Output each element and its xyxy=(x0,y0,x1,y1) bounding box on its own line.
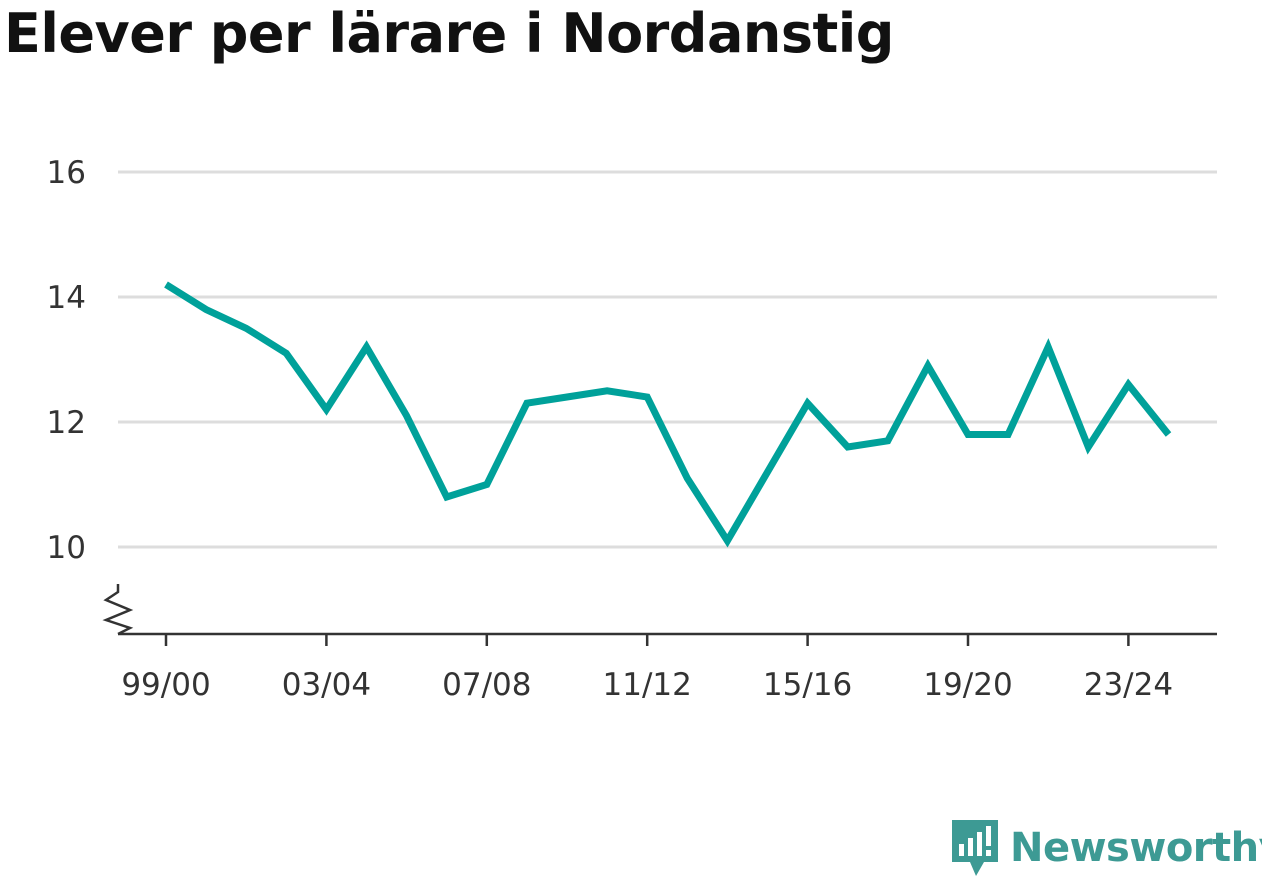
x-axis: 99/00 03/04 07/08 11/12 15/16 19/20 23/24 xyxy=(102,584,1217,703)
gridlines xyxy=(118,170,1217,549)
x-tick-label: 99/00 xyxy=(121,667,210,703)
y-tick-label: 16 xyxy=(47,155,86,191)
chart-title: Elever per lärare i Nordanstig xyxy=(4,2,894,65)
y-tick-label: 14 xyxy=(47,280,86,316)
axis-break-symbol xyxy=(102,584,134,636)
newsworthy-logo: Newsworthy xyxy=(950,818,1262,878)
y-axis-ticks: 10 12 14 16 xyxy=(47,155,86,566)
y-tick-label: 10 xyxy=(47,530,86,566)
x-tick-label: 19/20 xyxy=(923,667,1012,703)
y-tick-label: 12 xyxy=(47,405,86,441)
x-tick-label: 07/08 xyxy=(442,667,531,703)
brand-name: Newsworthy xyxy=(1010,825,1262,871)
x-tick-label: 03/04 xyxy=(282,667,371,703)
bar-chart-speech-bubble-icon xyxy=(952,820,998,876)
series-group xyxy=(164,281,1172,548)
x-tick-label: 11/12 xyxy=(603,667,692,703)
series-line xyxy=(164,281,1172,548)
x-tick-label: 23/24 xyxy=(1084,667,1173,703)
x-tick-label: 15/16 xyxy=(763,667,852,703)
